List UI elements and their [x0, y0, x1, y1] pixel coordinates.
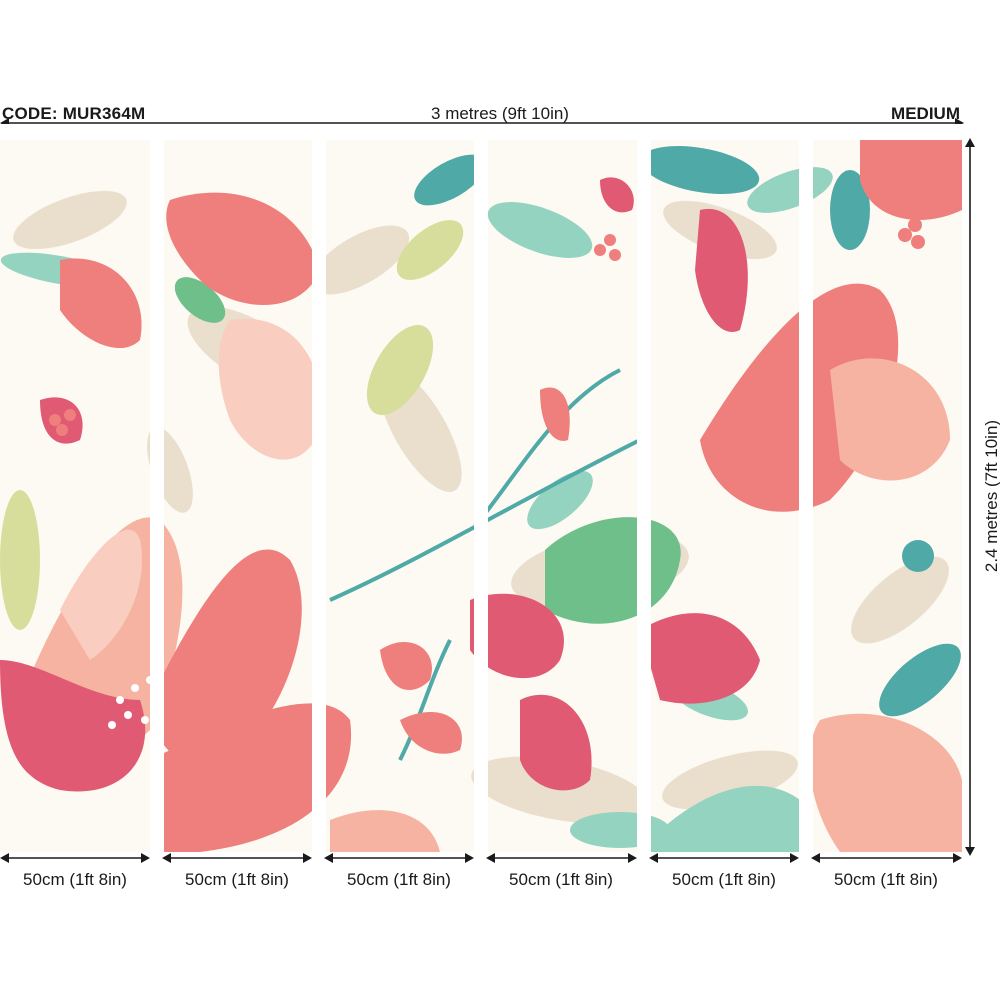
panel-gap	[312, 140, 326, 852]
arrow-icon	[324, 853, 333, 863]
height-arrow	[965, 138, 975, 856]
arrow-icon	[955, 118, 964, 124]
height-label: 2.4 metres (7ft 10in)	[982, 415, 1000, 577]
total-width-label: 3 metres (9ft 10in)	[0, 104, 1000, 124]
panel-width-label: 50cm (1ft 8in)	[185, 870, 289, 889]
panel-gap	[150, 140, 164, 852]
panel-gap	[799, 140, 813, 852]
panel-width-label: 50cm (1ft 8in)	[834, 870, 938, 889]
panel-width-label: 50cm (1ft 8in)	[23, 870, 127, 889]
arrow-icon	[465, 853, 474, 863]
height-text: 2.4 metres (7ft 10in)	[982, 415, 1000, 577]
arrow-icon	[0, 118, 9, 124]
arrow-icon	[162, 853, 171, 863]
product-code: CODE: MUR364M	[2, 104, 146, 123]
arrow-icon	[965, 138, 975, 147]
size-label: MEDIUM	[891, 104, 960, 123]
panel-gap	[474, 140, 488, 852]
arrow-icon	[628, 853, 637, 863]
panel-width-arrows	[0, 853, 962, 863]
arrow-icon	[486, 853, 495, 863]
arrow-icon	[303, 853, 312, 863]
panel-gap	[637, 140, 651, 852]
arrow-icon	[790, 853, 799, 863]
arrow-icon	[649, 853, 658, 863]
arrow-icon	[953, 853, 962, 863]
panel-width-label: 50cm (1ft 8in)	[672, 870, 776, 889]
arrow-icon	[0, 853, 9, 863]
panel-width-label: 50cm (1ft 8in)	[509, 870, 613, 889]
total-width-text: 3 metres (9ft 10in)	[427, 104, 573, 123]
total-width-arrow	[0, 118, 964, 124]
panel-width-label: 50cm (1ft 8in)	[347, 870, 451, 889]
arrow-icon	[811, 853, 820, 863]
arrow-icon	[141, 853, 150, 863]
arrow-icon	[965, 847, 975, 856]
